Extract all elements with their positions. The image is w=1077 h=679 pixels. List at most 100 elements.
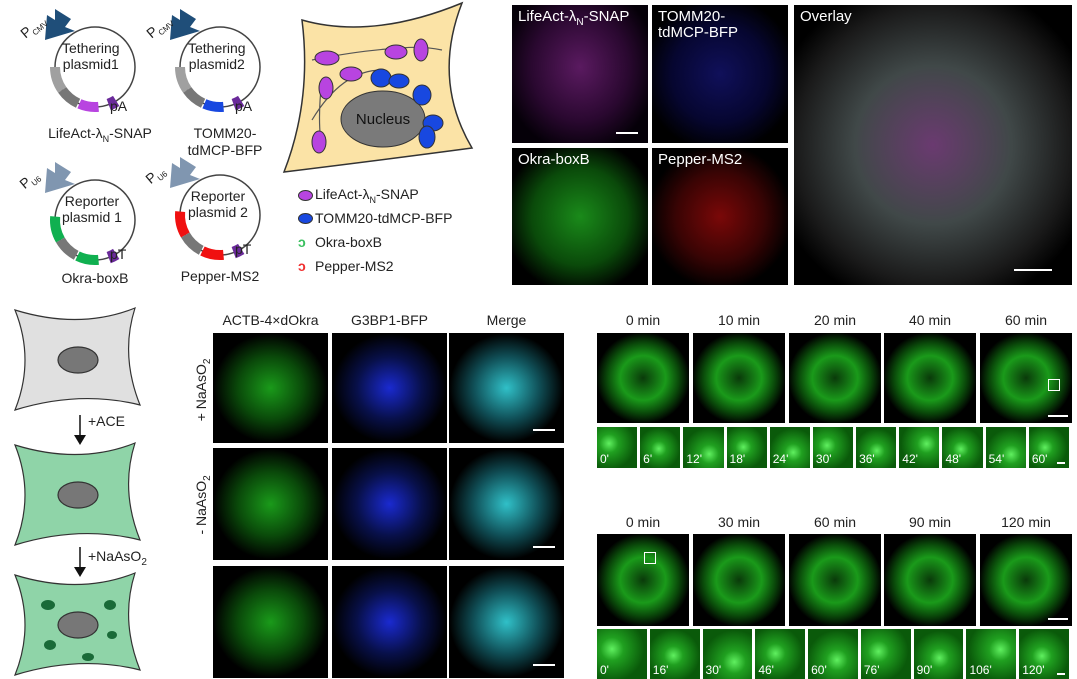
grid-image — [213, 566, 328, 678]
series2-zoom-tile: 106' — [966, 629, 1017, 679]
series1-zoom-tile: 54' — [985, 427, 1026, 468]
plasmid-name: Reporter plasmid 1 — [62, 193, 122, 225]
time-label: 16' — [652, 663, 669, 677]
series1-image — [693, 333, 785, 423]
time-label: 6' — [643, 452, 653, 466]
time-label: 76' — [863, 663, 880, 677]
grid-image — [213, 333, 328, 443]
plasmid-2 — [170, 9, 245, 112]
scale-bar — [1048, 415, 1068, 417]
terminator-label: pT — [235, 241, 252, 257]
time-label: 18' — [729, 452, 746, 466]
series2-time-header: 30 min — [717, 514, 761, 530]
plasmid-name: Tethering plasmid2 — [188, 40, 246, 72]
series2-image — [789, 534, 881, 626]
tomm20-image: TOMM20- tdMCP-BFP — [652, 5, 788, 143]
series1-zoom-tile: 6' — [640, 427, 681, 468]
series1-zoom-tile: 30' — [812, 427, 854, 468]
series2-image — [597, 534, 689, 626]
series1-time-header: 40 min — [908, 312, 952, 328]
series1-image — [884, 333, 976, 423]
plasmid-caption: Okra-boxB — [61, 270, 129, 286]
time-label: 0' — [600, 452, 609, 466]
column-header: Merge — [486, 312, 527, 328]
plasmid-caption: Pepper-MS2 — [180, 268, 260, 284]
scale-bar — [1014, 269, 1052, 271]
series2-image — [884, 534, 976, 626]
plasmid-name: Tethering plasmid1 — [62, 40, 120, 72]
legend-item: ↄ Okra-boxB — [298, 234, 382, 250]
series1-image — [789, 333, 881, 423]
purple-ellipse-icon — [298, 189, 313, 201]
scale-bar — [616, 132, 638, 134]
scale-bar — [1056, 673, 1065, 675]
time-label: 12' — [686, 452, 702, 466]
time-label: 106' — [969, 663, 992, 677]
naaso2-step-label: +NaAsO2 — [88, 548, 147, 568]
green-rna-hairpin-icon: ↄ — [298, 234, 306, 250]
series1-zoom-tile: 18' — [726, 427, 767, 468]
series1-zoom-tile: 12' — [683, 427, 724, 468]
time-label: 30' — [815, 452, 832, 466]
ace-step-label: +ACE — [88, 413, 125, 429]
grid-image — [449, 333, 564, 443]
column-header: ACTB-4×dOkra — [222, 312, 319, 328]
series1-zoom-tile: 42' — [899, 427, 940, 468]
grid-image — [332, 333, 447, 443]
series2-zoom-tile: 120' — [1019, 629, 1069, 679]
row-label-plus-naaso2: + NaAsO2 — [193, 358, 213, 422]
stress-granule-schematic — [13, 306, 141, 676]
grid-image — [213, 448, 328, 560]
grid-image — [332, 448, 447, 560]
series1-time-header: 60 min — [1004, 312, 1048, 328]
series2-time-header: 90 min — [908, 514, 952, 530]
time-label: 60' — [1031, 452, 1048, 466]
series2-time-header: 60 min — [813, 514, 857, 530]
time-label: 48' — [945, 452, 962, 466]
series1-zoom-tile: 48' — [942, 427, 983, 468]
series1-time-header: 20 min — [813, 312, 857, 328]
series1-zoom-tile: 24' — [769, 427, 810, 468]
scale-bar — [533, 664, 555, 666]
time-label: 30' — [705, 663, 722, 677]
plasmid-4 — [170, 157, 245, 260]
plasmid-3 — [45, 162, 120, 265]
time-label: 120' — [1022, 663, 1045, 677]
series2-image — [980, 534, 1072, 626]
series2-zoom-tile: 76' — [860, 629, 911, 679]
series2-zoom-tile: 90' — [913, 629, 964, 679]
terminator-label: pA — [235, 98, 253, 114]
series2-zoom-tile: 16' — [649, 629, 700, 679]
series2-image — [693, 534, 785, 626]
grid-image — [449, 448, 564, 560]
series1-zoom-tile: 0' — [597, 427, 638, 468]
terminator-label: pA — [110, 98, 128, 114]
grid-image — [449, 566, 564, 678]
time-label: 46' — [758, 663, 774, 677]
series2-zoom-tile: 30' — [702, 629, 753, 679]
roi-box — [644, 552, 656, 564]
cell-diagram: Nucleus — [282, 1, 474, 173]
series1-image — [980, 333, 1072, 423]
scale-bar — [533, 429, 555, 431]
plasmid-1 — [45, 9, 120, 112]
series2-zoom-tile: 0' — [597, 629, 647, 679]
series1-time-header: 0 min — [625, 312, 661, 328]
legend-item: TOMM20-tdMCP-BFP — [298, 210, 452, 226]
plasmid-caption: LifeAct-λN-SNAP — [48, 125, 152, 144]
series1-zoom-tile: 36' — [856, 427, 897, 468]
scale-bar — [533, 546, 555, 548]
time-label: 54' — [988, 452, 1005, 466]
time-label: 24' — [772, 452, 789, 466]
plasmid-name: Reporter plasmid 2 — [188, 188, 248, 220]
okra-boxb-image: Okra-boxB — [512, 148, 648, 285]
series1-time-header: 10 min — [717, 312, 761, 328]
time-label: 90' — [916, 663, 933, 677]
pepper-ms2-image: Pepper-MS2 — [652, 148, 788, 285]
overlay-image: Overlay — [794, 5, 1072, 285]
series2-zoom-tile: 60' — [808, 629, 858, 679]
legend-item: ↄ Pepper-MS2 — [298, 258, 394, 274]
time-label: 42' — [902, 452, 918, 466]
legend-item: LifeAct-λN-SNAP — [298, 186, 419, 205]
grid-image — [332, 566, 447, 678]
